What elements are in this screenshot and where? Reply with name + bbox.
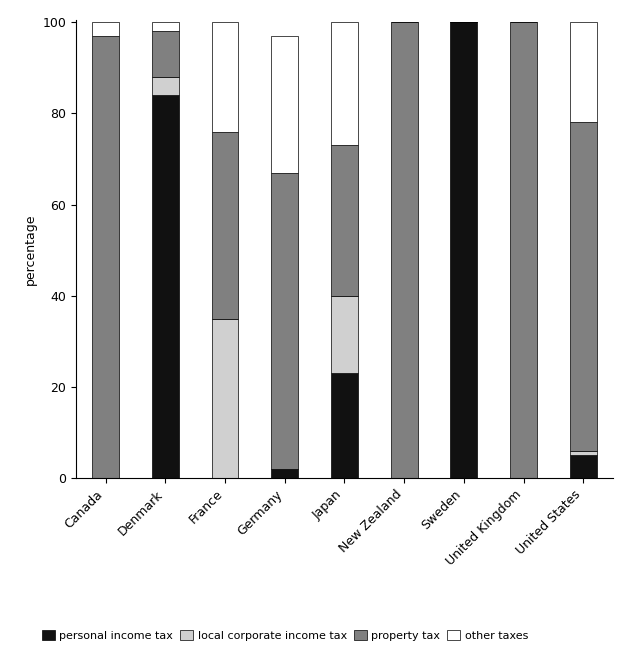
Bar bbox=[271, 36, 298, 173]
Bar bbox=[331, 373, 358, 478]
Bar bbox=[331, 145, 358, 295]
Bar bbox=[271, 173, 298, 469]
Bar bbox=[570, 22, 597, 122]
Bar bbox=[391, 22, 418, 478]
Bar bbox=[152, 77, 179, 95]
Bar bbox=[212, 319, 238, 478]
Bar bbox=[570, 451, 597, 456]
Bar bbox=[92, 36, 119, 478]
Bar bbox=[152, 31, 179, 77]
Bar bbox=[331, 22, 358, 145]
Bar bbox=[152, 22, 179, 31]
Bar bbox=[212, 22, 238, 131]
Bar bbox=[510, 22, 537, 478]
Bar bbox=[152, 95, 179, 478]
Bar bbox=[271, 469, 298, 478]
Bar bbox=[92, 22, 119, 36]
Bar bbox=[212, 131, 238, 319]
Bar bbox=[570, 456, 597, 478]
Bar bbox=[451, 22, 477, 478]
Bar bbox=[570, 122, 597, 451]
Bar bbox=[331, 295, 358, 373]
Y-axis label: percentage: percentage bbox=[23, 213, 37, 285]
Legend: personal income tax, local corporate income tax, property tax, other taxes: personal income tax, local corporate inc… bbox=[37, 625, 533, 645]
